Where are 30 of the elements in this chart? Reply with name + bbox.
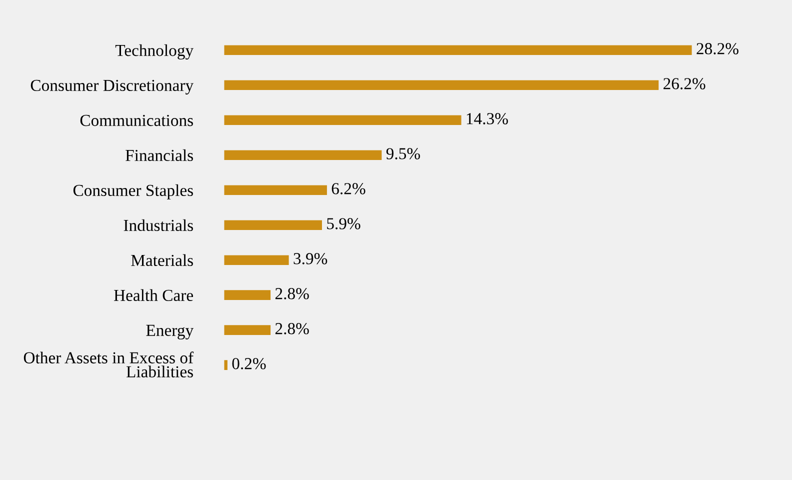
y-tick-label: Materials (131, 254, 193, 266)
y-tick-label: Other Assets in Excess of Liabilities (24, 352, 194, 378)
data-label: 28.2% (696, 43, 738, 54)
y-tick-label: Technology (115, 44, 194, 60)
bar (224, 360, 228, 370)
y-tick-label: Consumer Discretionary (30, 80, 194, 94)
y-tick-label: Health Care (114, 289, 193, 302)
y-tick-label: Consumer Staples (73, 184, 193, 200)
bar (224, 220, 322, 230)
bar (224, 45, 692, 56)
bar (224, 115, 462, 126)
y-tick-label: Energy (146, 324, 194, 340)
data-label: 14.3% (466, 113, 508, 124)
data-label: 2.8% (275, 288, 309, 300)
bar (224, 185, 327, 196)
bar (224, 325, 271, 335)
bar (224, 290, 271, 300)
bar (224, 80, 659, 90)
data-label: 26.2% (664, 78, 706, 90)
y-tick-label: Communications (80, 114, 193, 126)
y-tick-label: Industrials (124, 219, 193, 232)
data-label: 6.2% (332, 183, 366, 194)
y-tick-label: Financials (126, 149, 193, 162)
data-label: 5.9% (327, 218, 360, 230)
data-label: 2.8% (275, 322, 309, 334)
data-label: 9.5% (386, 148, 420, 160)
data-label: 3.9% (294, 253, 328, 264)
bar (224, 255, 289, 265)
data-label: 0.2% (232, 358, 266, 370)
bar (224, 150, 382, 160)
